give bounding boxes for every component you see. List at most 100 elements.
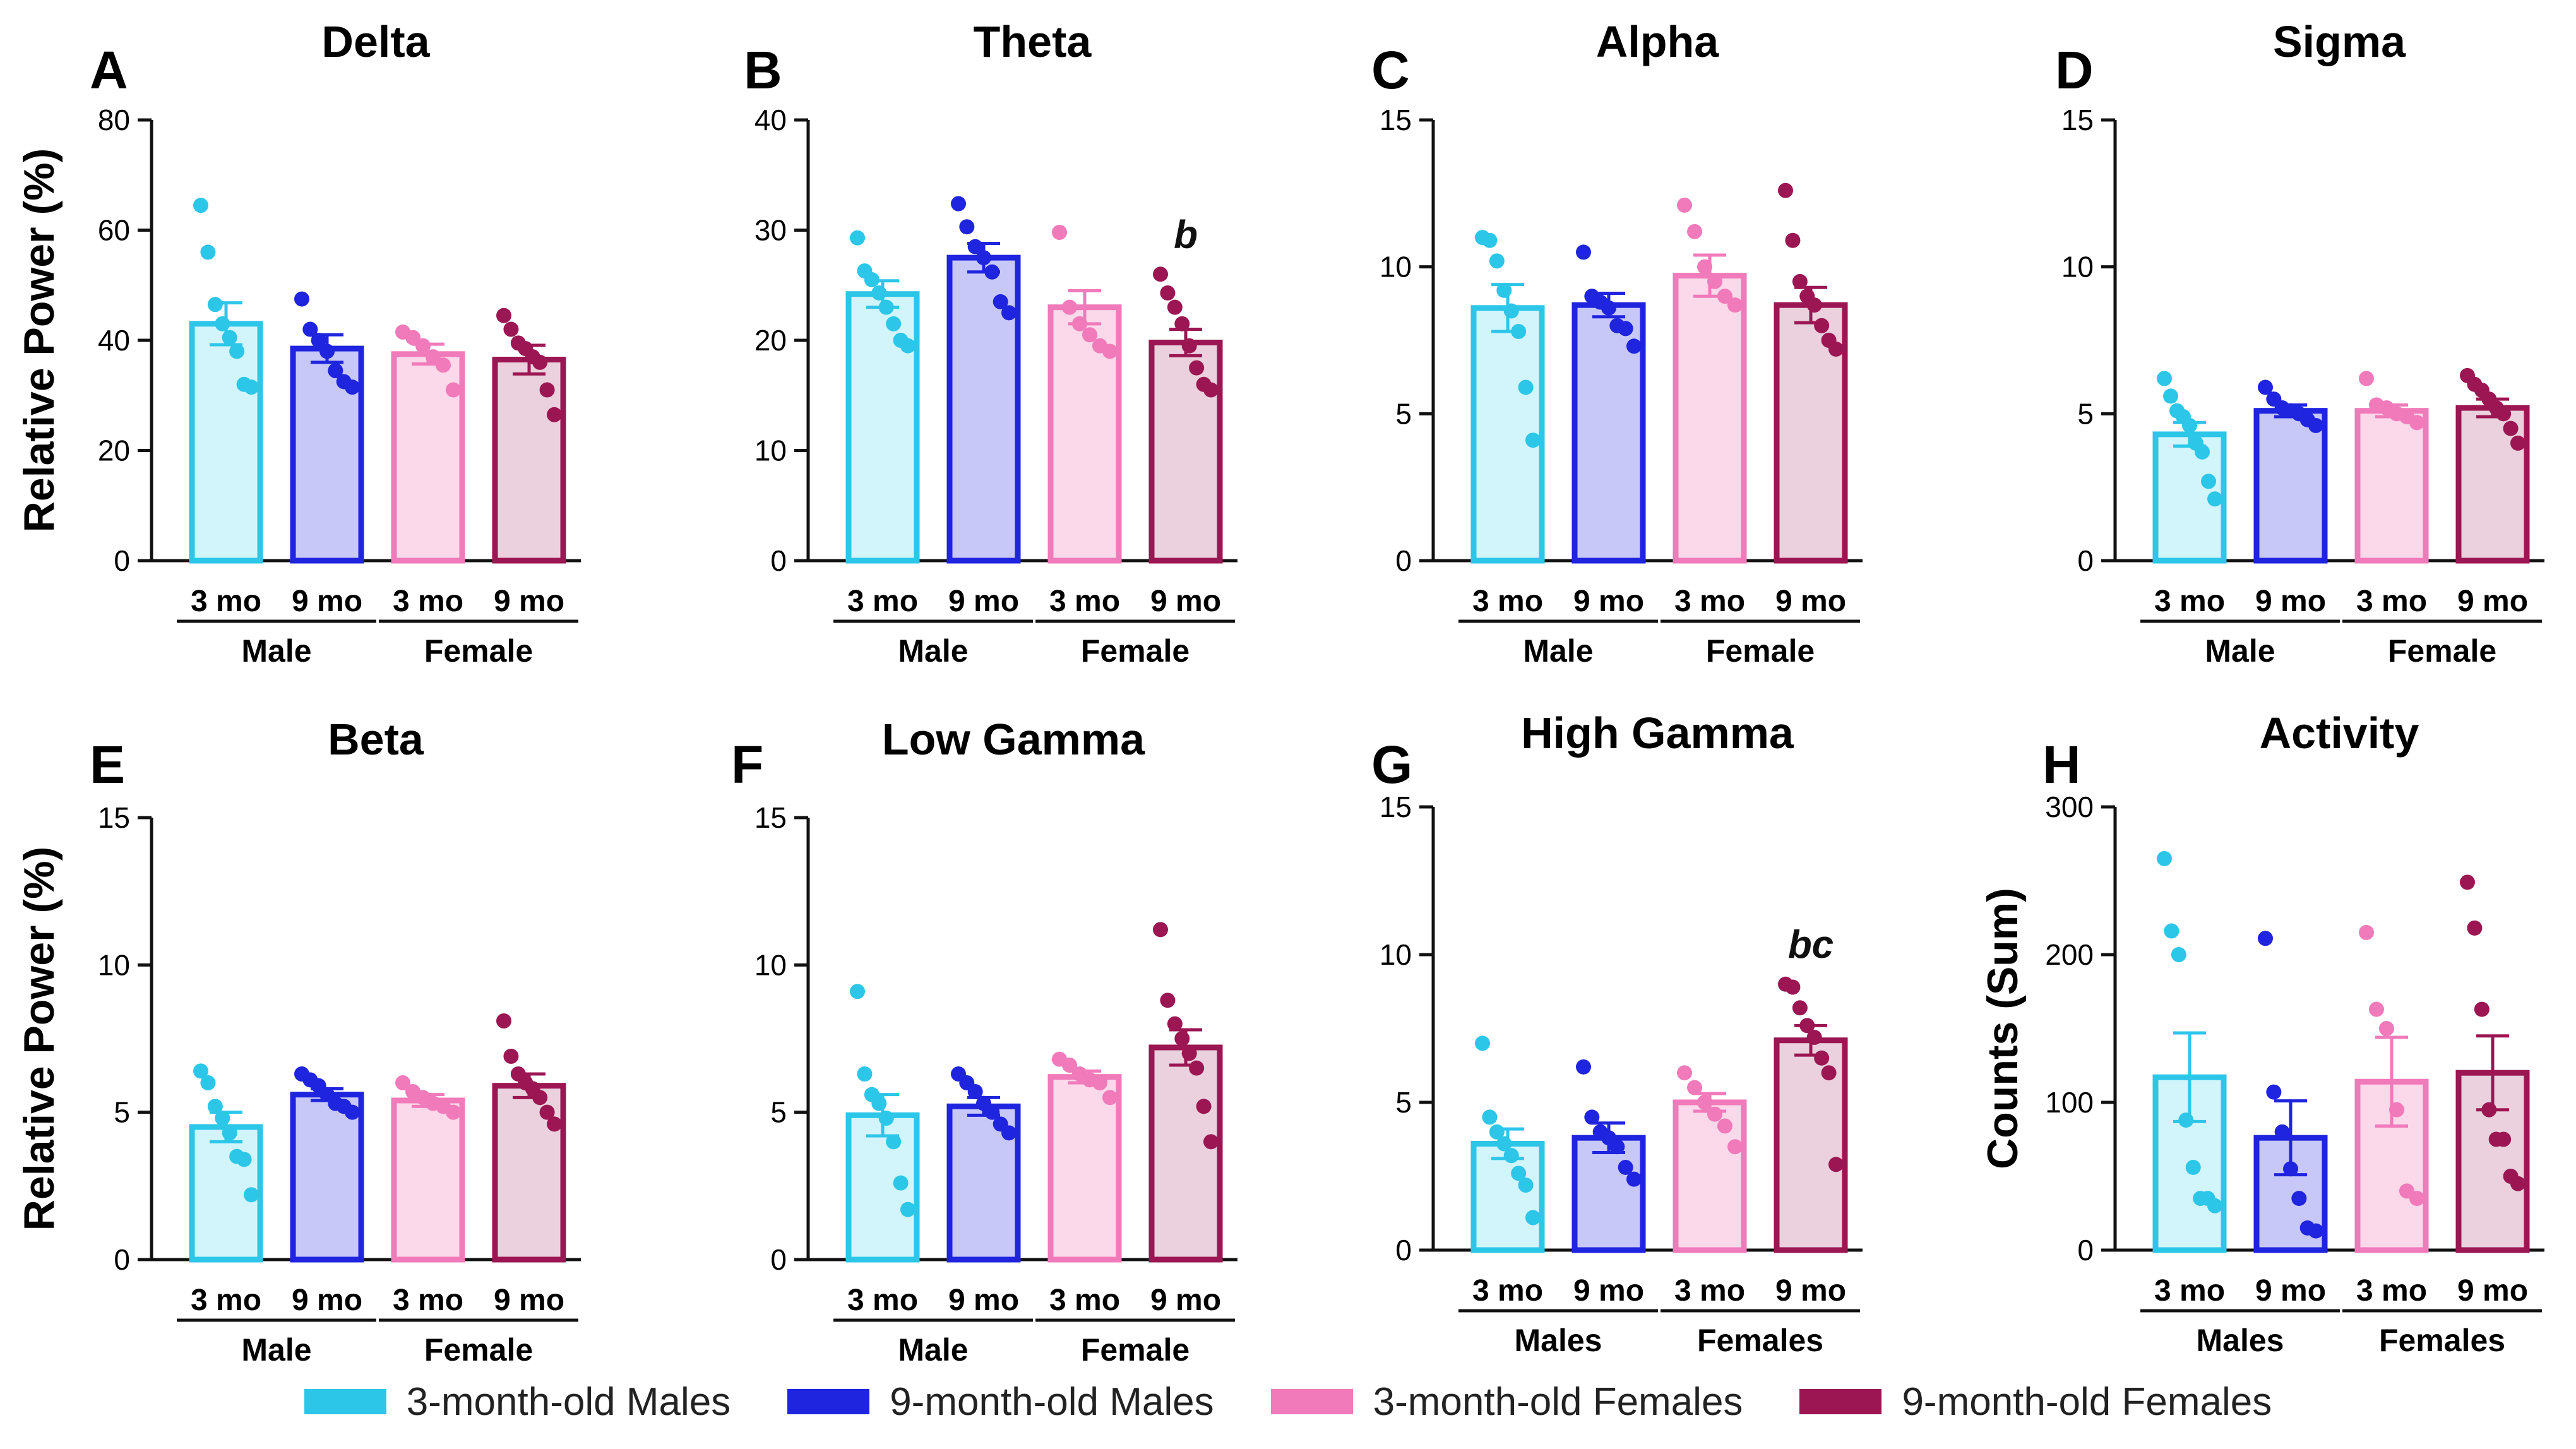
legend-label-f9: 9-month-old Females: [1902, 1380, 2272, 1424]
panel-f-point: [984, 1104, 1000, 1120]
panel-h-point: [2496, 1131, 2512, 1147]
panel-c-ytick-label: 0: [1395, 544, 1412, 577]
panel-b-significance-label: b: [1174, 213, 1198, 256]
panel-e-category-label-2: 9 mo: [292, 1284, 362, 1317]
panel-f-point: [1196, 1099, 1212, 1114]
panel-a-category-label-3: 3 mo: [393, 585, 463, 618]
panel-h-point: [2359, 924, 2374, 940]
panel-c-point: [1697, 259, 1712, 275]
legend-item-m9: 9-month-old Males: [787, 1380, 1214, 1424]
panel-f-point: [893, 1175, 909, 1191]
panel-b-title: Theta: [974, 17, 1092, 66]
legend-swatch-m3: [304, 1389, 386, 1414]
panel-c-title: Alpha: [1596, 17, 1720, 66]
panel-e-bar-2: [290, 1092, 364, 1263]
panel-e-point: [200, 1075, 216, 1090]
panel-g-point: [1525, 1210, 1541, 1225]
panel-f-point: [1181, 1046, 1197, 1061]
panel-f-category-label-1: 3 mo: [847, 1284, 918, 1317]
panel-d-point: [2195, 444, 2210, 460]
panel-e-group-label-2: Female: [424, 1332, 533, 1368]
panel-a-point: [405, 330, 420, 345]
panel-h-point: [2409, 1191, 2424, 1207]
panel-c-point: [1626, 338, 1642, 354]
panel-h-point: [2369, 1001, 2384, 1017]
panel-g-point: [1618, 1159, 1633, 1175]
panel-a-group-label-2: Female: [424, 633, 533, 669]
panel-h-y-axis-label: Counts (Sum): [1979, 888, 2027, 1169]
panel-c-ytick-label: 5: [1395, 397, 1412, 430]
panel-a-category-label-2: 9 mo: [292, 585, 362, 618]
panel-h-point: [2258, 931, 2273, 946]
panel-e-point: [345, 1104, 360, 1120]
panel-a-title: Delta: [321, 17, 430, 66]
panel-d-category-label-2: 9 mo: [2255, 585, 2326, 618]
panel-h-group-label-2: Females: [2379, 1323, 2505, 1358]
panel-e-y-axis-label: Relative Power (%): [15, 847, 63, 1231]
panel-h-point: [2379, 1021, 2394, 1036]
panel-e-point: [503, 1049, 519, 1064]
panel-g-point: [1609, 1139, 1625, 1155]
panel-d-point: [2308, 417, 2323, 433]
panel-g-point: [1482, 1109, 1498, 1125]
panel-h-category-label-1: 3 mo: [2154, 1274, 2225, 1308]
panel-h-point: [2207, 1198, 2222, 1213]
panel-a-y-axis-label: Relative Power (%): [15, 148, 63, 532]
panel-c-point: [1482, 232, 1498, 248]
panel-f-point: [1001, 1125, 1017, 1141]
panel-b-category-label-2: 9 mo: [948, 585, 1019, 618]
panel-g-point: [1496, 1136, 1512, 1152]
panel-g-bar-3: [1673, 1099, 1747, 1253]
panel-h-ytick-label: 300: [2045, 790, 2094, 823]
panel-a-point: [415, 338, 431, 354]
panel-c-point: [1727, 297, 1743, 313]
panel-h-point: [2474, 1001, 2490, 1017]
panel-c-group-label-2: Female: [1706, 633, 1815, 669]
panel-c-point: [1496, 282, 1512, 298]
panel-f-point: [1203, 1134, 1219, 1150]
panel-g-point: [1821, 1065, 1837, 1081]
panel-h-point: [2481, 1102, 2497, 1118]
panel-b-point: [959, 219, 975, 235]
panel-b-point: [900, 338, 915, 354]
panel-g-ytick-label: 0: [1395, 1234, 1412, 1267]
panel-b-point: [1001, 305, 1017, 321]
panel-e-ytick-label: 0: [114, 1243, 130, 1276]
panel-g-ytick-label: 5: [1395, 1086, 1412, 1119]
panel-f-point: [850, 984, 865, 999]
panel-c-point: [1717, 289, 1732, 304]
panel-b-point: [1082, 327, 1097, 343]
panel-g-point: [1814, 1050, 1830, 1066]
panel-c-point: [1792, 273, 1808, 289]
panel-g-group-label-2: Females: [1697, 1323, 1823, 1358]
panel-c-ytick-label: 15: [1380, 104, 1412, 136]
panel-b-bar-4: [1148, 339, 1223, 564]
panel-f-point: [1189, 1060, 1205, 1076]
panel-a-point: [222, 330, 237, 345]
panel-g-point: [1697, 1095, 1712, 1110]
panel-f-point: [857, 1066, 873, 1082]
panel-g-point: [1707, 1106, 1722, 1122]
panel-b-point: [1102, 343, 1118, 359]
panel-a-point: [436, 357, 451, 373]
panel-g-ytick-label: 15: [1380, 790, 1412, 823]
panel-f-title: Low Gamma: [882, 715, 1145, 764]
panel-a-point: [547, 407, 562, 422]
legend-label-f3: 3-month-old Females: [1373, 1380, 1743, 1424]
panel-g-point: [1806, 1030, 1822, 1046]
panel-c-point: [1785, 232, 1801, 248]
panel-c-point: [1503, 303, 1519, 319]
panel-b-ytick-label: 30: [754, 214, 787, 247]
panel-e-point: [496, 1013, 511, 1029]
panel-g-point: [1576, 1059, 1591, 1075]
panel-b-point: [951, 196, 966, 212]
panel-h-point: [2266, 1084, 2282, 1100]
panel-e-point: [207, 1099, 223, 1114]
panel-b-point: [871, 285, 887, 301]
panel-h-point: [2308, 1223, 2323, 1239]
panel-c-point: [1489, 253, 1505, 269]
panel-a-point: [215, 316, 230, 331]
panel-a-ytick-label: 60: [98, 214, 130, 247]
panel-g-group-label-1: Males: [1515, 1323, 1602, 1358]
